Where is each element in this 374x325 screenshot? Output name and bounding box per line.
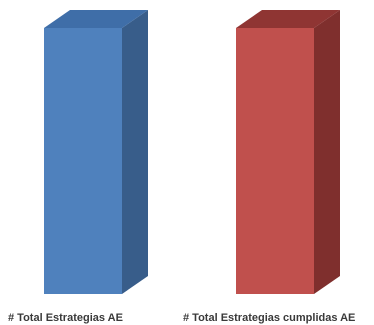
bar-0-front [44,28,122,294]
category-labels-group: # Total Estrategias AE # Total Estrategi… [8,312,355,324]
category-label-cumplidas: # Total Estrategias cumplidas AE [183,312,355,324]
bar-1-front [236,28,314,294]
bar-1-top [236,10,340,28]
bar-1-side [314,10,340,294]
bar-0-top [44,10,148,28]
bar-0-side [122,10,148,294]
category-label-total: # Total Estrategias AE [8,312,123,324]
bars-group [44,10,340,294]
